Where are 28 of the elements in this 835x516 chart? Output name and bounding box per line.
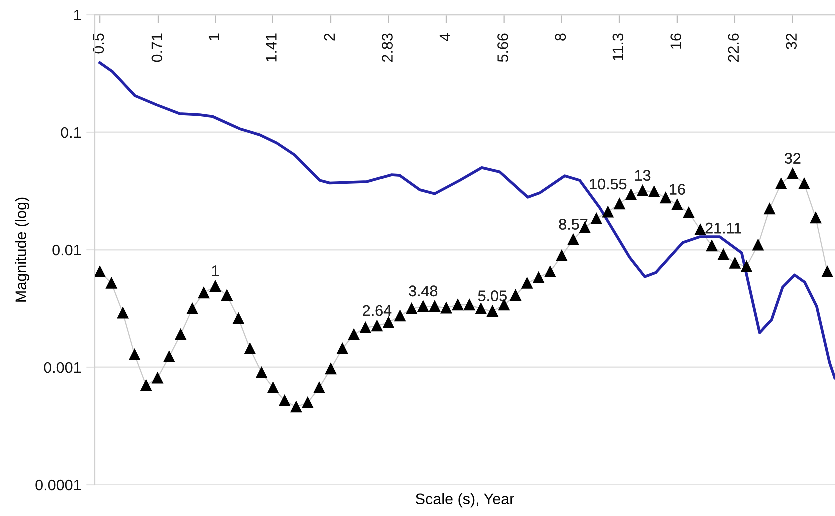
x-tick-label: 1.41 <box>266 34 277 62</box>
annotation: 5.05 <box>478 290 507 302</box>
y-tick-label: 0.01 <box>52 244 82 256</box>
y-tick-label: 0.0001 <box>36 480 82 491</box>
y-tick-label: 0.001 <box>44 362 82 374</box>
x-tick-label: 8 <box>555 34 566 41</box>
x-tick-label: 2.83 <box>382 34 393 62</box>
annotation: 21.11 <box>706 222 742 234</box>
annotation: 13 <box>635 170 651 181</box>
y-axis-title: Magnitude (log) <box>15 198 30 302</box>
annotation: 2.64 <box>363 305 392 316</box>
annotation: 16 <box>670 184 686 195</box>
annotation: 3.48 <box>409 286 438 297</box>
x-tick-label: 5.66 <box>498 34 508 62</box>
x-axis-title: Scale (s), Year <box>416 493 514 508</box>
x-tick-label: 1 <box>208 34 220 40</box>
x-tick-label: 16 <box>670 34 682 49</box>
y-tick-label: 0.1 <box>61 127 82 138</box>
x-tick-label: 4 <box>440 34 450 42</box>
x-tick-label: 22.6 <box>728 34 740 62</box>
annotation: 1 <box>212 266 220 276</box>
annotation: 10.55 <box>590 178 627 190</box>
annotation: 32 <box>784 153 801 164</box>
x-tick-label: 2 <box>324 34 335 41</box>
x-tick-label: 0.71 <box>152 34 163 62</box>
x-tick-label: 32 <box>786 34 798 50</box>
x-tick-label: 11.3 <box>612 34 624 60</box>
y-tick-label: 1 <box>74 10 82 21</box>
